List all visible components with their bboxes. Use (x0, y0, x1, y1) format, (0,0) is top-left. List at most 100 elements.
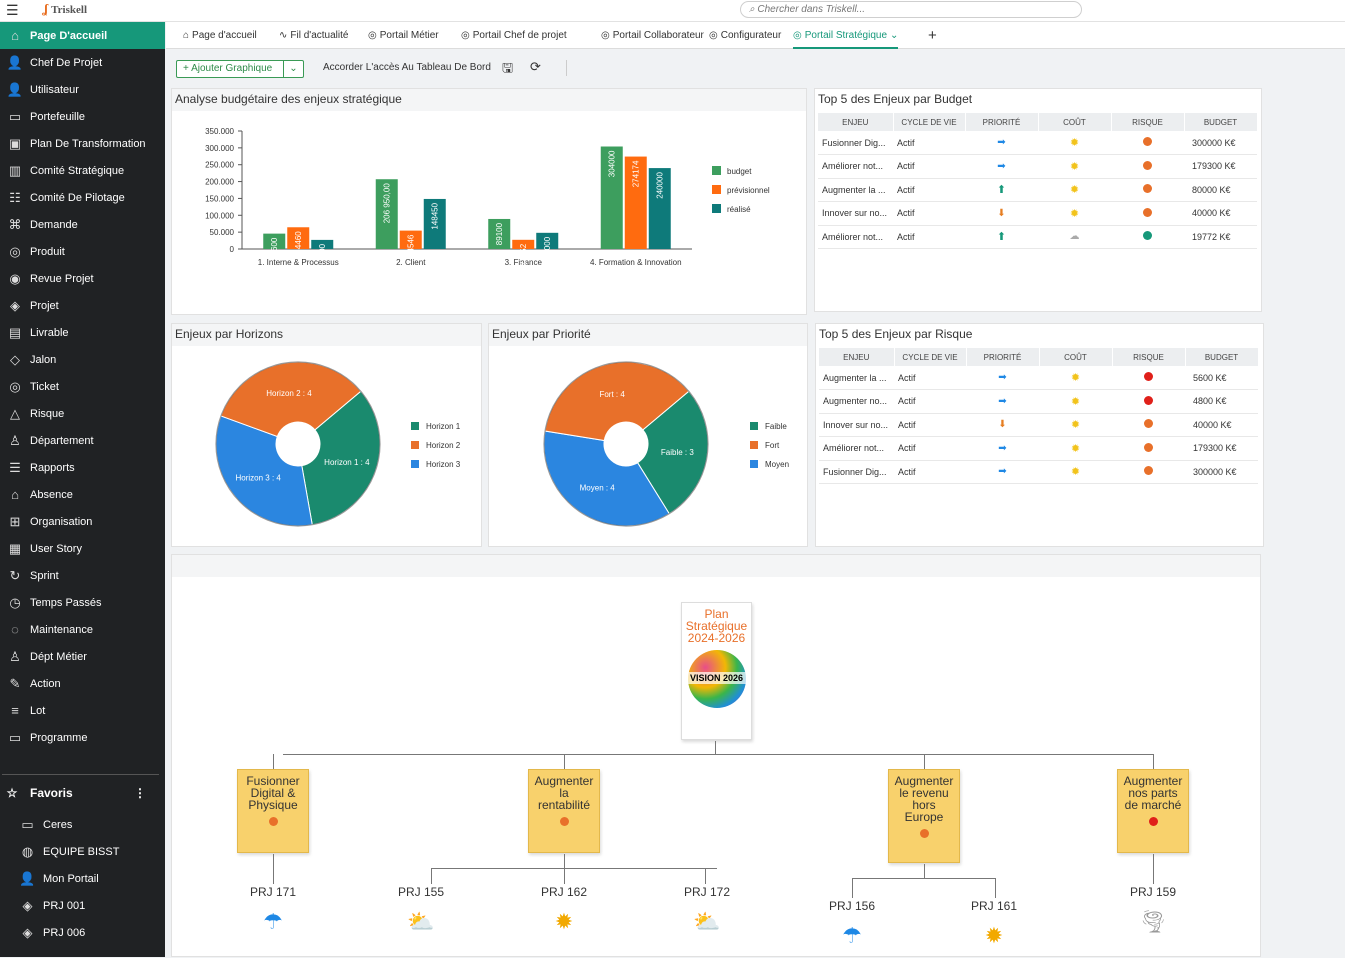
add-chart-button[interactable]: + Ajouter Graphique ⌄ (176, 60, 304, 78)
column-header[interactable]: CYCLE DE VIE (893, 113, 966, 131)
chevron-down-icon[interactable]: ⌄ (890, 30, 899, 41)
column-header[interactable]: COÛT (1038, 113, 1112, 131)
search-input[interactable]: ⌕ Chercher dans Triskell... (740, 1, 1082, 18)
project-node[interactable]: PRJ 156 ☂ (822, 899, 882, 949)
table-row[interactable]: Fusionner Dig... Actif ➡ ✹ 300000 K€ (818, 131, 1257, 155)
sidebar-item-1[interactable]: 👤 Chef De Projet (0, 49, 165, 76)
project-node[interactable]: PRJ 171 ☂ (243, 885, 303, 935)
table-row[interactable]: Améliorer not... Actif ⬆ ☁ 19772 K€ (818, 225, 1257, 249)
table-row[interactable]: Augmenter la ... Actif ➡ ✹ 5600 K€ (819, 366, 1258, 390)
legend-label[interactable]: prévisionnel (727, 186, 770, 195)
save-icon[interactable]: 🖫 (502, 60, 514, 75)
sidebar-item-13[interactable]: ◎ Ticket (0, 373, 165, 400)
legend-label[interactable]: Horizon 3 (426, 460, 461, 469)
menu-icon[interactable]: ☰ (6, 2, 19, 18)
sidebar-item-20[interactable]: ↻ Sprint (0, 562, 165, 589)
column-header[interactable]: RISQUE (1112, 348, 1186, 366)
more-options-icon[interactable]: ⋮ (134, 786, 146, 800)
column-header[interactable]: BUDGET (1185, 348, 1259, 366)
sidebar-item-22[interactable]: ◌ Maintenance (0, 616, 165, 643)
tab-4[interactable]: ◎ Portail Collaborateur (601, 22, 704, 49)
table-row[interactable]: Améliorer not... Actif ➡ ✹ 179300 K€ (819, 436, 1258, 461)
enjeu-cell[interactable]: Innover sur no... (819, 413, 894, 437)
add-tab-button[interactable]: + (928, 27, 937, 44)
app-logo[interactable]: ʆ Triskell (44, 1, 87, 17)
favorite-item-4[interactable]: ◈ PRJ 006 (0, 919, 165, 946)
enjeu-cell[interactable]: Améliorer not... (818, 154, 893, 179)
tab-1[interactable]: ∿ Fil d'actualité (279, 22, 348, 49)
enjeu-cell[interactable]: Fusionner Dig... (818, 131, 893, 155)
column-header[interactable]: ENJEU (818, 113, 894, 131)
enjeu-cell[interactable]: Améliorer not... (819, 436, 894, 461)
column-header[interactable]: BUDGET (1184, 113, 1258, 131)
sidebar-item-11[interactable]: ▤ Livrable (0, 319, 165, 346)
tab-0[interactable]: ⌂ Page d'accueil (183, 22, 257, 49)
legend-label[interactable]: réalisé (727, 205, 751, 214)
enjeu-cell[interactable]: Améliorer not... (818, 225, 893, 249)
chevron-down-icon[interactable]: ⌄ (283, 61, 303, 77)
sidebar-item-21[interactable]: ◷ Temps Passés (0, 589, 165, 616)
project-node[interactable]: PRJ 162 ✹ (534, 885, 594, 935)
enjeu-cell[interactable]: Augmenter la ... (818, 178, 893, 202)
tab-5[interactable]: ◎ Configurateur (709, 22, 781, 49)
enjeu-cell[interactable]: Augmenter no... (819, 389, 894, 414)
column-header[interactable]: COÛT (1039, 348, 1113, 366)
tab-6[interactable]: ◎ Portail Stratégique ⌄ (793, 22, 899, 49)
sidebar-item-18[interactable]: ⊞ Organisation (0, 508, 165, 535)
refresh-icon[interactable]: ⟳ (530, 59, 541, 74)
sidebar-item-23[interactable]: ♙ Dépt Métier (0, 643, 165, 670)
sidebar-item-17[interactable]: ⌂ Absence (0, 481, 165, 508)
favorites-header[interactable]: ☆ Favoris ⋮ (0, 779, 160, 807)
sidebar-item-2[interactable]: 👤 Utilisateur (0, 76, 165, 103)
tab-2[interactable]: ◎ Portail Métier (368, 22, 439, 49)
sidebar-item-15[interactable]: ♙ Département (0, 427, 165, 454)
legend-label[interactable]: budget (727, 167, 752, 176)
goal-node[interactable]: Augmenter la rentabilité (528, 769, 600, 853)
goal-node[interactable]: Augmenter nos parts de marché (1117, 769, 1189, 853)
sidebar-item-0[interactable]: ⌂ Page D'accueil (0, 22, 165, 49)
enjeu-cell[interactable]: Fusionner Dig... (819, 460, 894, 484)
table-row[interactable]: Fusionner Dig... Actif ➡ ✹ 300000 K€ (819, 460, 1258, 484)
legend-label[interactable]: Faible (765, 422, 787, 431)
sidebar-item-12[interactable]: ◇ Jalon (0, 346, 165, 373)
grant-access-button[interactable]: Accorder L'accès Au Tableau De Bord (323, 62, 491, 73)
table-row[interactable]: Améliorer not... Actif ➡ ✹ 179300 K€ (818, 154, 1257, 179)
favorite-item-3[interactable]: ◈ PRJ 001 (0, 892, 165, 919)
sidebar-item-5[interactable]: ▥ Comité Stratégique (0, 157, 165, 184)
sidebar-item-7[interactable]: ⌘ Demande (0, 211, 165, 238)
sidebar-item-25[interactable]: ≡ Lot (0, 697, 165, 724)
project-node[interactable]: PRJ 172 ⛅ (677, 885, 737, 935)
favorite-item-1[interactable]: ◍ EQUIPE BISST (0, 838, 165, 865)
column-header[interactable]: ENJEU (819, 348, 895, 366)
sidebar-item-14[interactable]: △ Risque (0, 400, 165, 427)
goal-node[interactable]: Augmenter le revenu hors Europe (888, 769, 960, 863)
table-row[interactable]: Augmenter la ... Actif ⬆ ✹ 80000 K€ (818, 178, 1257, 202)
sidebar-item-16[interactable]: ☰ Rapports (0, 454, 165, 481)
table-row[interactable]: Innover sur no... Actif ⬇ ✹ 40000 K€ (819, 413, 1258, 437)
legend-label[interactable]: Moyen (765, 460, 789, 469)
strategy-root-node[interactable]: Plan Stratégique 2024-2026 VISION 2026 (681, 602, 752, 740)
table-row[interactable]: Innover sur no... Actif ⬇ ✹ 40000 K€ (818, 201, 1257, 226)
sidebar-item-10[interactable]: ◈ Projet (0, 292, 165, 319)
legend-label[interactable]: Horizon 1 (426, 422, 461, 431)
favorite-item-2[interactable]: 👤 Mon Portail (0, 865, 165, 892)
sidebar-item-9[interactable]: ◉ Revue Projet (0, 265, 165, 292)
tab-3[interactable]: ◎ Portail Chef de projet (461, 22, 567, 49)
enjeu-cell[interactable]: Augmenter la ... (819, 366, 894, 390)
project-node[interactable]: PRJ 159 🌪 (1123, 885, 1183, 935)
table-row[interactable]: Augmenter no... Actif ➡ ✹ 4800 K€ (819, 389, 1258, 414)
project-node[interactable]: PRJ 161 ✹ (964, 899, 1024, 949)
goal-node[interactable]: Fusionner Digital & Physique (237, 769, 309, 853)
sidebar-item-4[interactable]: ▣ Plan De Transformation (0, 130, 165, 157)
legend-label[interactable]: Horizon 2 (426, 441, 461, 450)
favorite-item-0[interactable]: ▭ Ceres (0, 811, 165, 838)
sidebar-item-3[interactable]: ▭ Portefeuille (0, 103, 165, 130)
sidebar-item-8[interactable]: ◎ Produit (0, 238, 165, 265)
legend-label[interactable]: Fort (765, 441, 780, 450)
sidebar-item-24[interactable]: ✎ Action (0, 670, 165, 697)
project-node[interactable]: PRJ 155 ⛅ (391, 885, 451, 935)
enjeu-cell[interactable]: Innover sur no... (818, 201, 893, 226)
sidebar-item-6[interactable]: ☷ Comité De Pilotage (0, 184, 165, 211)
column-header[interactable]: RISQUE (1111, 113, 1185, 131)
column-header[interactable]: PRIORITÉ (965, 113, 1039, 131)
